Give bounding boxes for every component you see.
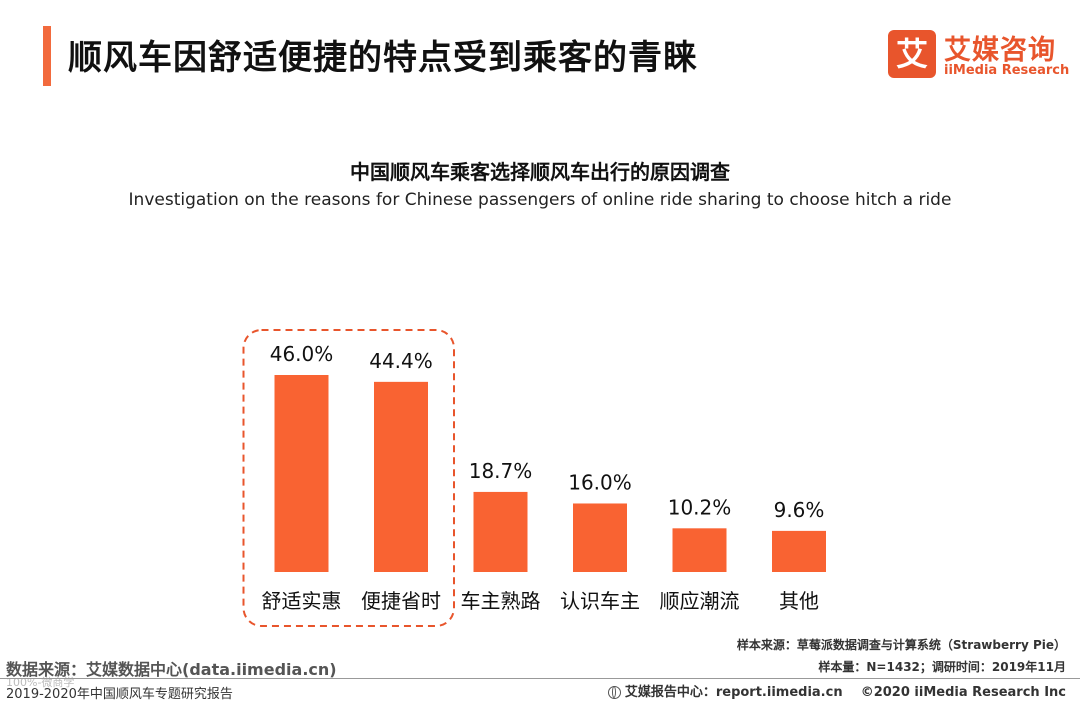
logo-cn-text: 艾媒咨询 — [944, 35, 1056, 66]
globe-icon — [607, 686, 621, 699]
bar-value-label: 10.2% — [668, 495, 732, 519]
category-label: 便捷省时 — [361, 589, 441, 613]
watermark: 100%-微商学 — [6, 676, 75, 689]
category-label: 认识车主 — [560, 589, 640, 613]
bar — [374, 381, 428, 572]
bar — [274, 375, 329, 572]
category-label: 舒适实惠 — [262, 589, 342, 613]
bar-value-label: 9.6% — [774, 498, 825, 522]
category-label: 其他 — [779, 589, 819, 613]
category-label: 顺应潮流 — [660, 589, 740, 613]
title-accent-bar — [43, 26, 51, 86]
page-title: 顺风车因舒适便捷的特点受到乘客的青睐 — [68, 38, 698, 78]
bar — [772, 530, 826, 572]
bar — [573, 503, 627, 572]
data-source: 数据来源：艾媒数据中心(data.iimedia.cn) — [6, 660, 337, 679]
iimedia-logo: 艾 艾媒咨询 iiMedia Research — [888, 28, 1070, 84]
copyright: ©2020 iiMedia Research Inc — [860, 685, 1066, 700]
logo-mark-icon: 艾 — [888, 30, 936, 78]
sample-source: 样本来源：草莓派数据调查与计算系统（Strawberry Pie） — [736, 638, 1066, 652]
bar-value-label: 46.0% — [270, 342, 334, 366]
bar-value-label: 16.0% — [568, 470, 632, 494]
chart-title: 中国顺风车乘客选择顺风车出行的原因调查 — [350, 160, 730, 184]
report-name: 2019-2020年中国顺风车专题研究报告 — [6, 687, 233, 702]
bar-value-label: 18.7% — [469, 459, 533, 483]
footer-divider — [0, 678, 1080, 679]
logo-en-text: iiMedia Research — [944, 63, 1070, 78]
sample-size: 样本量：N=1432；调研时间：2019年11月 — [818, 660, 1066, 674]
bar — [672, 528, 727, 572]
report-center: 艾媒报告中心：report.iimedia.cn — [624, 685, 843, 700]
footer-right: 艾媒报告中心：report.iimedia.cn ©2020 iiMedia R… — [607, 681, 1066, 700]
bar — [473, 491, 528, 572]
highlight-dashed-box — [242, 329, 455, 627]
category-label: 车主熟路 — [461, 589, 541, 613]
bar-value-label: 44.4% — [369, 349, 433, 373]
chart-subtitle: Investigation on the reasons for Chinese… — [128, 190, 952, 210]
